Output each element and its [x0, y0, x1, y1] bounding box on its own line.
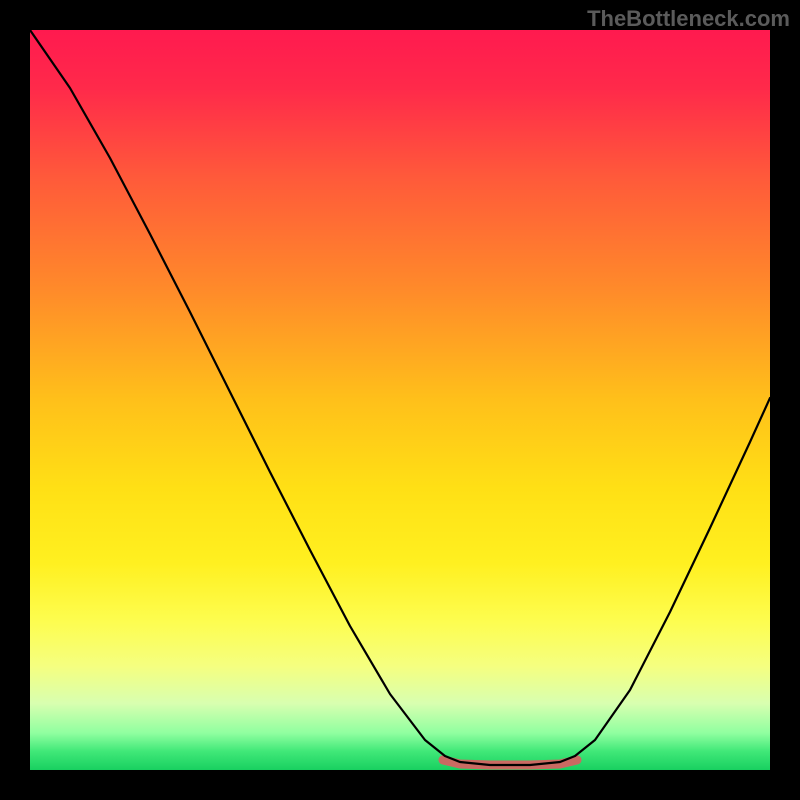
plot-area	[30, 30, 770, 770]
bottleneck-curve	[30, 30, 770, 765]
curve-layer	[30, 30, 770, 770]
chart-container: TheBottleneck.com	[0, 0, 800, 800]
watermark: TheBottleneck.com	[587, 6, 790, 32]
